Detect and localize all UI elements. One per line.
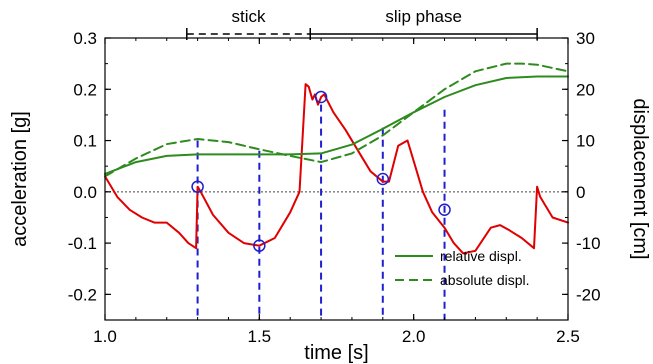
x-tick-label: 2.0 bbox=[402, 327, 426, 346]
y-left-tick-label: -0.1 bbox=[68, 234, 97, 253]
plot-frame bbox=[104, 37, 569, 321]
marker-2 bbox=[253, 239, 266, 252]
y-right-tick-label: 20 bbox=[576, 80, 595, 99]
y-left-tick-label: 0.0 bbox=[73, 183, 97, 202]
markers bbox=[191, 90, 451, 252]
y-right-tick-label: -20 bbox=[576, 285, 601, 304]
y-right-tick-label: 0 bbox=[576, 183, 585, 202]
x-tick-label: 2.5 bbox=[556, 327, 580, 346]
marker-5 bbox=[438, 203, 451, 217]
y-left-tick-label: -0.2 bbox=[68, 285, 97, 304]
y-left-tick-label: 0.1 bbox=[73, 132, 97, 151]
vertical-lines bbox=[196, 104, 446, 320]
x-tick-label: 1.0 bbox=[93, 327, 117, 346]
marker-3 bbox=[314, 90, 328, 104]
y-axis-left-label: acceleration [g] bbox=[9, 111, 31, 247]
axis-ticks: 1.0 1.5 2.0 2.5 0.3 0.2 0.1 0.0 -0.1 -0.2 30 20 10 0 -… bbox=[68, 29, 601, 346]
legend-label-1: relative displ. bbox=[440, 248, 522, 264]
legend-label-2: absolute displ. bbox=[440, 272, 530, 288]
series-acceleration-line bbox=[104, 83, 569, 255]
series-layer bbox=[104, 62, 569, 255]
phase-label-2: slip phase bbox=[385, 7, 462, 26]
marker-4 bbox=[376, 172, 390, 186]
x-axis-label: time [s] bbox=[304, 342, 368, 364]
series-absolute-displ-line bbox=[104, 62, 569, 178]
phase-label-1: stick bbox=[232, 7, 267, 26]
y-left-tick-label: 0.3 bbox=[73, 29, 97, 48]
y-axis-right-label: displacement [cm] bbox=[629, 98, 651, 259]
marker-1 bbox=[191, 180, 204, 193]
y-right-tick-label: -10 bbox=[576, 234, 601, 253]
y-right-tick-label: 30 bbox=[576, 29, 595, 48]
x-tick-label: 1.5 bbox=[248, 327, 272, 346]
y-left-tick-label: 0.2 bbox=[73, 80, 97, 99]
phase-bars: stick slip phase bbox=[186, 7, 538, 40]
series-relative-displ-line bbox=[104, 75, 569, 175]
legend: relative displ. absolute displ. bbox=[395, 248, 530, 288]
y-right-tick-label: 10 bbox=[576, 132, 595, 151]
